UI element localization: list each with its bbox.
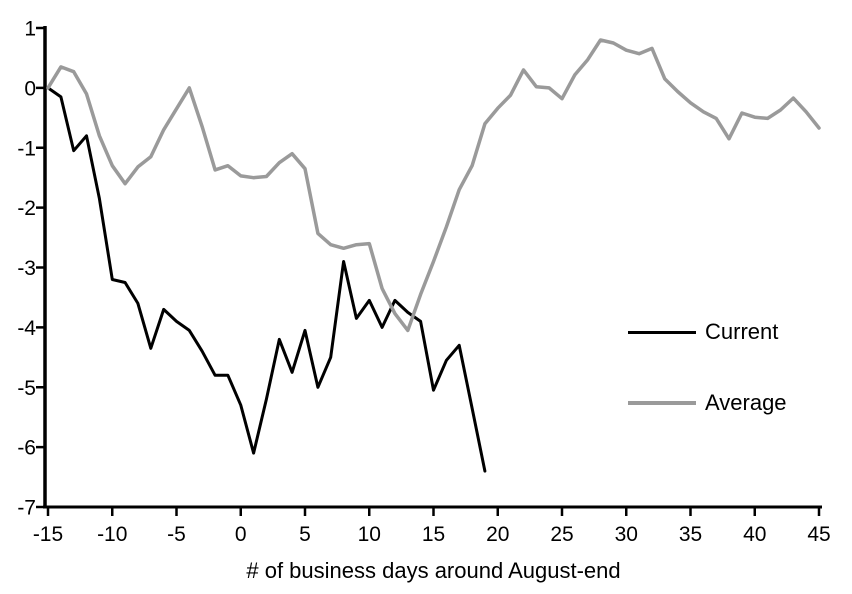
y-tick-label: -3 [17, 257, 36, 280]
x-tick-label: 35 [679, 523, 702, 546]
x-tick-label: 20 [486, 523, 509, 546]
x-tick-label: -10 [97, 523, 127, 546]
legend-item-current: Current [628, 319, 778, 345]
legend-item-average: Average [628, 390, 787, 416]
x-tick-label: 25 [550, 523, 573, 546]
x-tick-label: 0 [235, 523, 247, 546]
y-tick-label: -2 [17, 197, 36, 220]
y-tick-label: -7 [17, 497, 36, 520]
y-tick-label: -4 [17, 317, 36, 340]
x-tick-label: 5 [299, 523, 311, 546]
average-line-icon [628, 401, 696, 405]
x-tick-label: 10 [358, 523, 381, 546]
y-tick-label: 0 [24, 77, 36, 100]
y-tick-label: -1 [17, 137, 36, 160]
x-tick-label: 40 [743, 523, 766, 546]
x-tick-label: -15 [33, 523, 63, 546]
legend-label-average: Average [705, 390, 787, 415]
y-tick-label: -5 [17, 377, 36, 400]
legend-label-current: Current [705, 319, 779, 344]
current-line [46, 86, 487, 473]
x-tick-label: -5 [167, 523, 186, 546]
y-tick-label: -6 [17, 437, 36, 460]
current-line-icon [628, 330, 696, 334]
y-tick-label: 1 [24, 18, 36, 41]
average-line [46, 38, 821, 333]
x-tick-label: 15 [422, 523, 445, 546]
x-tick-label: 30 [615, 523, 638, 546]
x-tick-label: 45 [807, 523, 830, 546]
x-axis-title: # of business days around August-end [246, 558, 621, 583]
